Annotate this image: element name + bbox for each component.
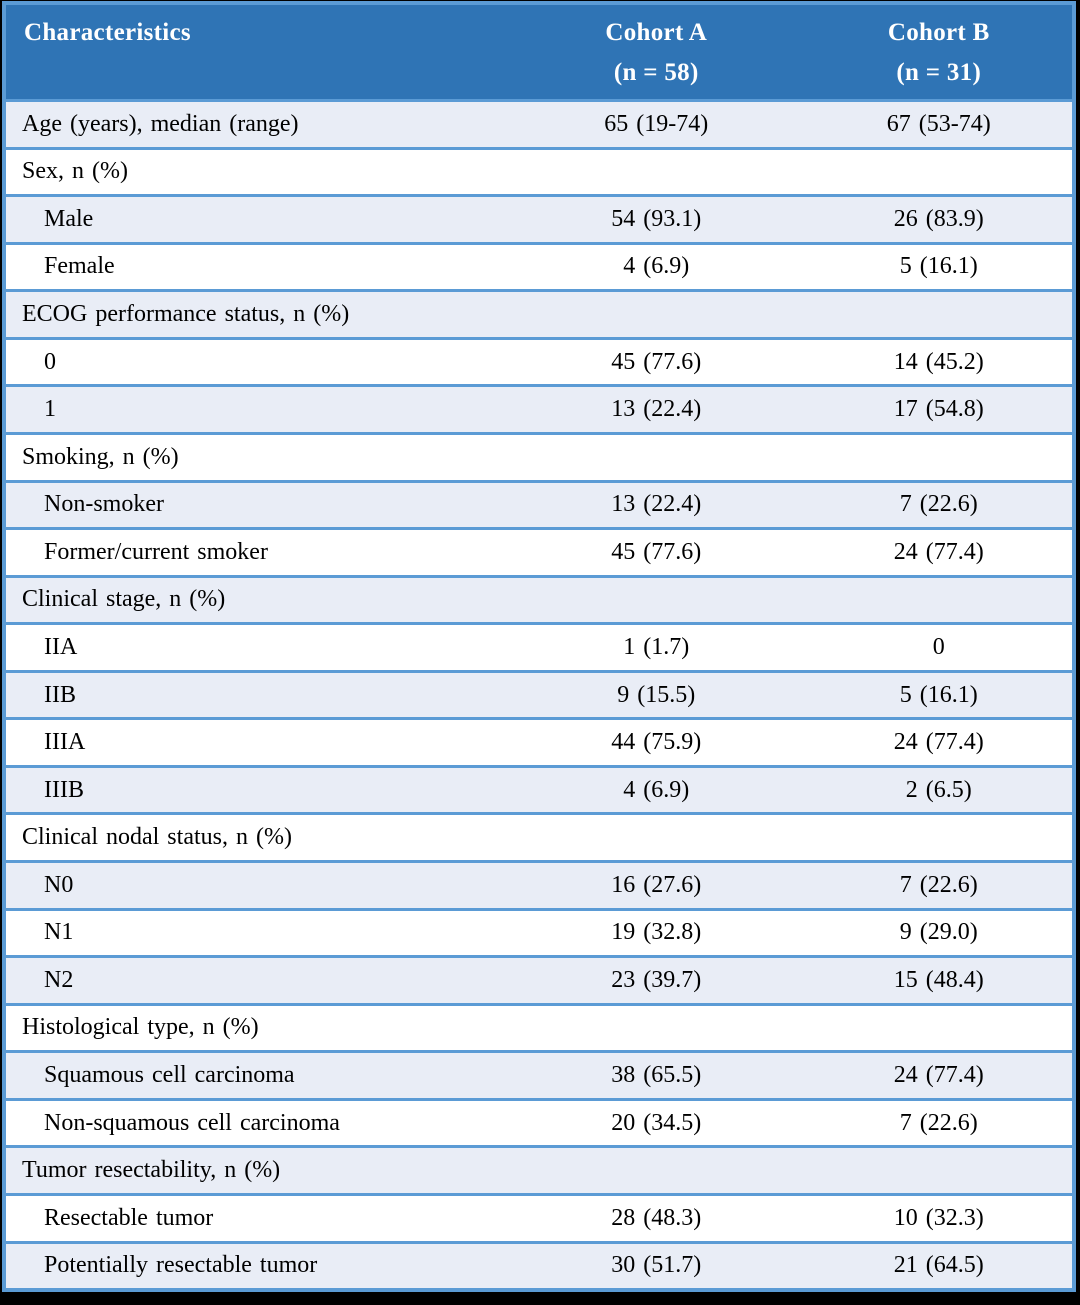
cohort-b-value: 5 (16.1) <box>899 253 978 280</box>
row-label: Resectable tumor <box>44 1204 214 1231</box>
table-row: Resectable tumor 28 (48.3) 10 (32.3) <box>6 1192 1072 1241</box>
row-label: IIB <box>44 681 76 708</box>
table-row: IIA 1 (1.7) 0 <box>6 622 1072 670</box>
row-label: IIIA <box>44 729 86 756</box>
cohort-b-value: 7 (22.6) <box>899 871 978 898</box>
cohort-a-value: 4 (6.9) <box>623 253 690 280</box>
table-row: N1 19 (32.8) 9 (29.0) <box>6 907 1072 956</box>
table-section-row: Tumor resectability, n (%) <box>6 1145 1072 1193</box>
table-section-row: ECOG performance status, n (%) <box>6 289 1072 337</box>
table-row: N0 16 (27.6) 7 (22.6) <box>6 860 1072 908</box>
row-label: Male <box>44 205 94 232</box>
cohort-a-value: 28 (48.3) <box>611 1204 702 1231</box>
row-label: Smoking, n (%) <box>22 443 179 470</box>
table-row: N2 23 (39.7) 15 (48.4) <box>6 955 1072 1003</box>
cohort-a-value: 9 (15.5) <box>617 681 696 708</box>
row-label: Squamous cell carcinoma <box>44 1062 295 1089</box>
header-cohort-a-name: Cohort A <box>605 19 708 46</box>
cohort-b-value: 15 (48.4) <box>893 966 984 993</box>
table-row: IIIB 4 (6.9) 2 (6.5) <box>6 764 1072 813</box>
cohort-b-value: 14 (45.2) <box>893 348 984 375</box>
table-row: Female 4 (6.9) 5 (16.1) <box>6 241 1072 290</box>
table-row: 0 45 (77.6) 14 (45.2) <box>6 336 1072 385</box>
row-label: 1 <box>44 396 56 423</box>
header-cohort-b-name: Cohort B <box>887 19 990 46</box>
cohort-a-value: 54 (93.1) <box>611 205 702 232</box>
row-label: IIIB <box>44 776 84 803</box>
cohort-b-value: 7 (22.6) <box>899 491 978 518</box>
table-row: IIIA 44 (75.9) 24 (77.4) <box>6 717 1072 765</box>
cohort-a-value: 23 (39.7) <box>611 966 702 993</box>
cohort-b-value: 24 (77.4) <box>893 729 984 756</box>
cohort-a-value: 45 (77.6) <box>611 538 702 565</box>
row-label: N1 <box>44 919 74 946</box>
cohort-b-value: 26 (83.9) <box>893 205 984 232</box>
table-row: Age (years), median (range) 65 (19-74) 67 … <box>6 99 1072 147</box>
cohort-a-value: 16 (27.6) <box>611 871 702 898</box>
cohort-a-value: 65 (19-74) <box>604 110 709 137</box>
table-section-row: Clinical nodal status, n (%) <box>6 812 1072 860</box>
row-label: Age (years), median (range) <box>22 110 299 137</box>
header-cohort-b: Cohort B (n = 31) <box>805 5 1072 99</box>
row-label: IIA <box>44 633 78 660</box>
row-label: 0 <box>44 348 56 375</box>
row-label: Histological type, n (%) <box>22 1014 259 1041</box>
cohort-b-value: 17 (54.8) <box>893 396 984 423</box>
row-label: N0 <box>44 871 74 898</box>
header-cohort-a: Cohort A (n = 58) <box>507 5 805 99</box>
table-row: Potentially resectable tumor 30 (51.7) 21 … <box>6 1240 1072 1289</box>
cohort-a-value: 30 (51.7) <box>611 1252 702 1279</box>
header-cohort-b-count: (n = 31) <box>896 59 982 86</box>
table-row: Non-smoker 13 (22.4) 7 (22.6) <box>6 479 1072 528</box>
table-section-row: Smoking, n (%) <box>6 431 1072 480</box>
table-header-row: Characteristics Cohort A (n = 58) Cohort… <box>6 5 1072 99</box>
cohort-a-value: 4 (6.9) <box>623 776 690 803</box>
cohort-a-value: 19 (32.8) <box>611 919 702 946</box>
cohort-b-value: 24 (77.4) <box>893 1062 984 1089</box>
cohort-a-value: 38 (65.5) <box>611 1062 702 1089</box>
table-row: IIB 9 (15.5) 5 (16.1) <box>6 669 1072 718</box>
row-label: N2 <box>44 966 74 993</box>
table-row: Non-squamous cell carcinoma 20 (34.5) 7 (2… <box>6 1097 1072 1146</box>
table-row: Male 54 (93.1) 26 (83.9) <box>6 194 1072 242</box>
cohort-a-value: 13 (22.4) <box>611 396 702 423</box>
cohort-b-value: 0 <box>932 633 945 660</box>
cohort-a-value: 13 (22.4) <box>611 491 702 518</box>
table-section-row: Clinical stage, n (%) <box>6 574 1072 623</box>
cohort-b-value: 67 (53-74) <box>886 110 991 137</box>
cohort-b-value: 5 (16.1) <box>899 681 978 708</box>
row-label: Non-squamous cell carcinoma <box>44 1109 340 1136</box>
cohort-a-value: 20 (34.5) <box>611 1109 702 1136</box>
row-label: Potentially resectable tumor <box>44 1252 318 1279</box>
row-label: Sex, n (%) <box>22 158 128 185</box>
cohort-b-value: 7 (22.6) <box>899 1109 978 1136</box>
cohort-b-value: 24 (77.4) <box>893 538 984 565</box>
cohort-b-value: 10 (32.3) <box>893 1204 984 1231</box>
row-label: Non-smoker <box>44 491 164 518</box>
cohort-a-value: 45 (77.6) <box>611 348 702 375</box>
table-row: Squamous cell carcinoma 38 (65.5) 24 (77.4… <box>6 1050 1072 1098</box>
cohort-b-value: 9 (29.0) <box>899 919 978 946</box>
table-body: Age (years), median (range) 65 (19-74) 67 … <box>6 99 1072 1289</box>
table-section-row: Histological type, n (%) <box>6 1002 1072 1051</box>
cohort-b-value: 21 (64.5) <box>893 1252 984 1279</box>
cohort-a-value: 1 (1.7) <box>623 633 690 660</box>
header-characteristics: Characteristics <box>24 19 191 46</box>
row-label: ECOG performance status, n (%) <box>22 301 350 328</box>
header-cohort-a-count: (n = 58) <box>613 59 699 86</box>
row-label: Former/current smoker <box>44 538 268 565</box>
cohort-a-value: 44 (75.9) <box>611 729 702 756</box>
row-label: Clinical stage, n (%) <box>22 586 226 613</box>
row-label: Clinical nodal status, n (%) <box>22 824 292 851</box>
table-row: Former/current smoker 45 (77.6) 24 (77.4) <box>6 527 1072 575</box>
cohort-b-value: 2 (6.5) <box>905 776 972 803</box>
row-label: Tumor resectability, n (%) <box>22 1157 281 1184</box>
table-section-row: Sex, n (%) <box>6 146 1072 195</box>
table-row: 1 13 (22.4) 17 (54.8) <box>6 384 1072 432</box>
row-label: Female <box>44 253 115 280</box>
